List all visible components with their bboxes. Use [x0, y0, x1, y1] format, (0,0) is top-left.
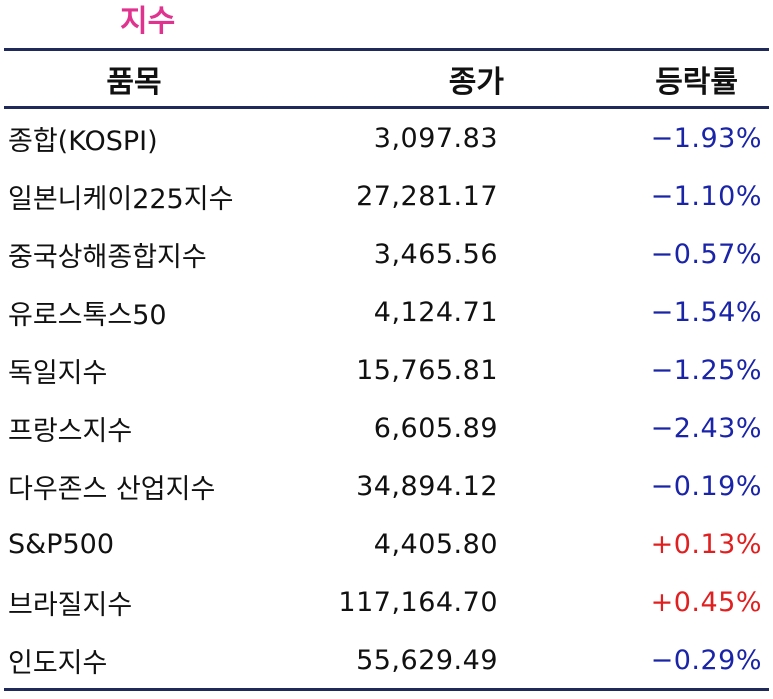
table-row: 프랑스지수 6,605.89 −2.43%	[4, 399, 769, 457]
index-name: 중국상해종합지수	[8, 241, 207, 273]
index-close: 4,405.80	[373, 528, 498, 560]
index-name: 일본니케이225지수	[8, 183, 234, 215]
table-header: 품목 종가 등락률	[4, 51, 769, 109]
index-change: −0.29%	[650, 644, 762, 676]
index-close: 3,097.83	[373, 122, 498, 154]
header-name: 품목	[106, 64, 162, 100]
index-change: −1.10%	[650, 180, 762, 212]
table-row: 인도지수 55,629.49 −0.29%	[4, 631, 769, 689]
index-change: −2.43%	[650, 412, 762, 444]
table-row: S&P500 4,405.80 +0.13%	[4, 515, 769, 573]
index-change: −1.54%	[650, 296, 762, 328]
index-change: −1.93%	[650, 122, 762, 154]
index-name: S&P500	[8, 528, 115, 560]
index-close: 27,281.17	[356, 180, 498, 212]
table-row: 독일지수 15,765.81 −1.25%	[4, 341, 769, 399]
index-name: 인도지수	[8, 647, 108, 679]
table-row: 브라질지수 117,164.70 +0.45%	[4, 573, 769, 631]
index-close: 3,465.56	[373, 238, 498, 270]
table-row: 중국상해종합지수 3,465.56 −0.57%	[4, 225, 769, 283]
index-close: 4,124.71	[373, 296, 498, 328]
index-name: 종합(KOSPI)	[8, 125, 158, 157]
header-close: 종가	[448, 64, 504, 100]
index-change: −0.57%	[650, 238, 762, 270]
index-change: +0.13%	[650, 528, 762, 560]
index-change: −1.25%	[650, 354, 762, 386]
index-name: 프랑스지수	[8, 415, 133, 447]
index-close: 55,629.49	[356, 644, 498, 676]
index-close: 15,765.81	[356, 354, 498, 386]
index-close: 34,894.12	[356, 470, 498, 502]
section-title: 지수	[120, 4, 176, 39]
index-close: 6,605.89	[373, 412, 498, 444]
table-row: 다우존스 산업지수 34,894.12 −0.19%	[4, 457, 769, 515]
index-name: 다우존스 산업지수	[8, 473, 216, 505]
table-row: 일본니케이225지수 27,281.17 −1.10%	[4, 167, 769, 225]
table-body: 종합(KOSPI) 3,097.83 −1.93% 일본니케이225지수 27,…	[4, 109, 769, 689]
index-name: 독일지수	[8, 357, 108, 389]
index-name: 브라질지수	[8, 589, 133, 621]
table-row: 종합(KOSPI) 3,097.83 −1.93%	[4, 109, 769, 167]
index-change: −0.19%	[650, 470, 762, 502]
index-change: +0.45%	[650, 586, 762, 618]
index-name: 유로스톡스50	[8, 299, 167, 331]
header-change: 등락률	[655, 64, 738, 100]
table-row: 유로스톡스50 4,124.71 −1.54%	[4, 283, 769, 341]
index-close: 117,164.70	[338, 586, 498, 618]
index-table: 품목 종가 등락률 종합(KOSPI) 3,097.83 −1.93% 일본니케…	[4, 48, 769, 691]
